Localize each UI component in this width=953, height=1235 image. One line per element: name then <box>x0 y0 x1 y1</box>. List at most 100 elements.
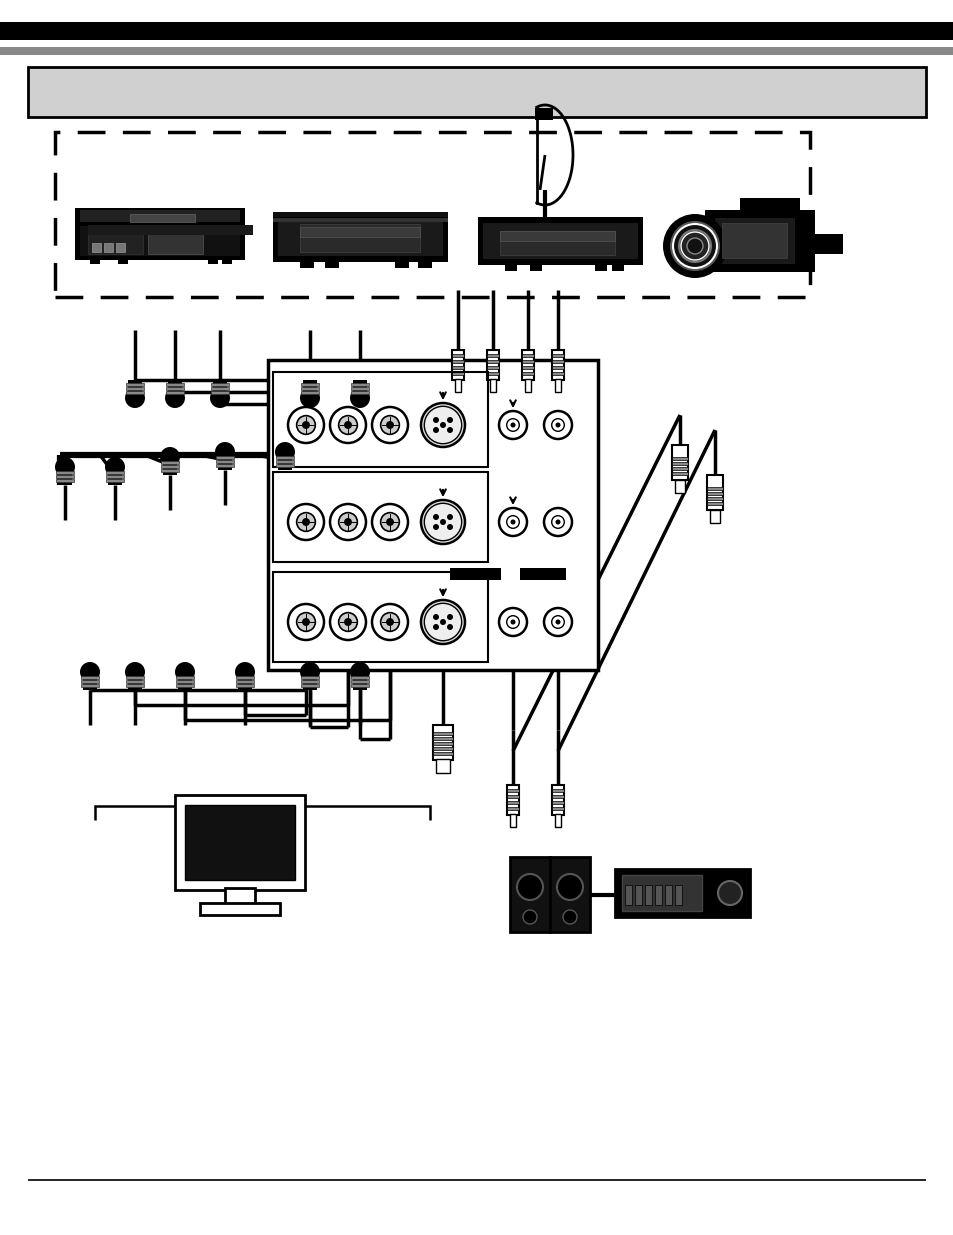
Bar <box>273 372 488 467</box>
Bar <box>706 501 722 505</box>
Bar <box>504 264 517 270</box>
Bar <box>482 224 638 259</box>
Bar <box>395 261 409 268</box>
Bar <box>486 354 498 357</box>
Bar <box>148 228 203 254</box>
Circle shape <box>557 874 582 900</box>
Circle shape <box>522 910 537 924</box>
Circle shape <box>302 517 310 526</box>
Circle shape <box>447 524 453 530</box>
Bar <box>130 214 194 222</box>
Bar <box>211 387 229 390</box>
Bar <box>275 459 294 463</box>
Circle shape <box>160 447 180 467</box>
Circle shape <box>288 604 324 640</box>
Bar <box>624 885 631 905</box>
Circle shape <box>234 662 254 682</box>
Bar <box>351 383 369 387</box>
Bar <box>521 366 534 369</box>
Circle shape <box>506 419 518 431</box>
Bar <box>521 359 534 363</box>
Bar <box>174 795 305 890</box>
Bar <box>208 258 218 264</box>
Bar <box>706 492 722 495</box>
Bar <box>433 747 453 750</box>
Circle shape <box>551 516 564 529</box>
Bar <box>671 457 687 459</box>
Bar <box>664 885 671 905</box>
Bar <box>168 380 182 398</box>
Bar <box>510 857 550 932</box>
Bar <box>0 47 953 56</box>
Bar <box>452 372 463 375</box>
Bar <box>126 387 144 390</box>
Circle shape <box>372 408 408 443</box>
Circle shape <box>424 504 461 541</box>
Bar <box>91 243 101 252</box>
Circle shape <box>447 614 453 620</box>
Circle shape <box>55 457 75 477</box>
Bar <box>175 676 193 679</box>
Bar <box>552 806 563 810</box>
Bar <box>200 903 280 915</box>
Bar <box>499 231 615 241</box>
Bar <box>595 264 606 270</box>
Circle shape <box>433 624 438 630</box>
Circle shape <box>105 457 125 477</box>
Bar <box>552 795 563 798</box>
Circle shape <box>330 604 366 640</box>
Circle shape <box>718 881 741 905</box>
Bar <box>671 472 687 475</box>
Bar <box>126 676 144 679</box>
Bar <box>655 885 661 905</box>
Bar <box>506 806 518 810</box>
Bar <box>621 876 701 911</box>
Circle shape <box>386 421 394 429</box>
Bar <box>299 224 419 252</box>
Bar <box>235 680 253 683</box>
Bar <box>166 383 184 387</box>
Bar <box>671 467 687 471</box>
Bar <box>704 210 814 272</box>
Circle shape <box>555 620 560 625</box>
Circle shape <box>510 422 515 427</box>
Circle shape <box>420 403 464 447</box>
Circle shape <box>433 524 438 530</box>
Bar <box>299 227 419 237</box>
Circle shape <box>424 406 461 443</box>
Bar <box>215 456 233 459</box>
Bar <box>351 391 369 394</box>
Bar <box>126 680 144 683</box>
Bar <box>126 383 144 387</box>
Circle shape <box>447 514 453 520</box>
Circle shape <box>510 620 515 625</box>
Bar <box>161 469 179 472</box>
Circle shape <box>506 516 518 529</box>
Bar <box>106 479 124 482</box>
Circle shape <box>439 519 446 525</box>
Bar <box>90 258 100 264</box>
Bar <box>56 479 74 482</box>
Bar <box>530 264 541 270</box>
Circle shape <box>420 600 464 643</box>
Circle shape <box>338 416 357 435</box>
Bar <box>521 354 534 357</box>
Bar <box>178 672 192 690</box>
Bar <box>552 785 563 815</box>
Circle shape <box>562 910 577 924</box>
Circle shape <box>543 508 572 536</box>
Circle shape <box>433 514 438 520</box>
Bar <box>552 350 563 380</box>
Circle shape <box>299 388 319 408</box>
Bar <box>277 219 442 256</box>
Bar <box>506 785 518 815</box>
Bar <box>351 676 369 679</box>
Circle shape <box>302 421 310 429</box>
Circle shape <box>686 238 702 254</box>
Bar <box>452 366 463 369</box>
Bar <box>521 372 534 375</box>
Bar <box>477 217 642 266</box>
Bar <box>433 732 453 735</box>
Bar <box>510 814 516 827</box>
Bar <box>215 464 233 467</box>
